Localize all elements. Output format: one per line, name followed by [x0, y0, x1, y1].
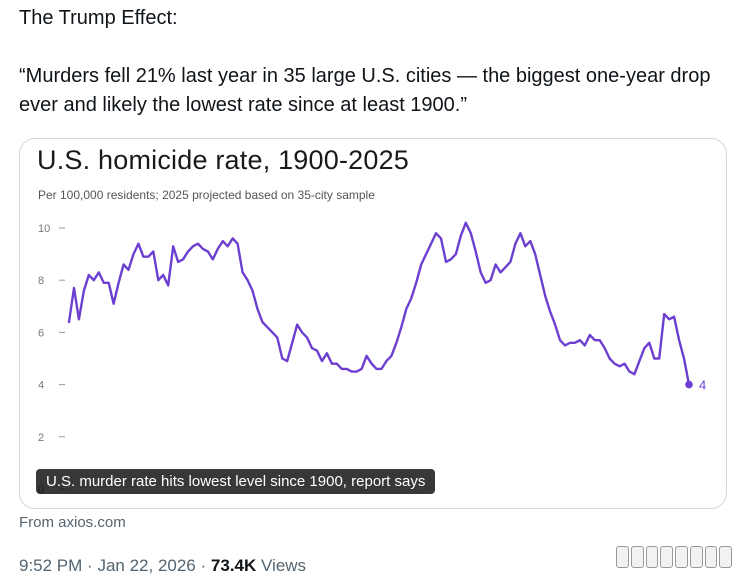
y-tick-label: 10 — [38, 223, 50, 235]
post-quote-text: “Murders fell 21% last year in 35 large … — [19, 65, 716, 116]
post-intro-text: The Trump Effect: — [19, 7, 178, 29]
meta-separator: · — [200, 556, 207, 575]
post-date[interactable]: Jan 22, 2026 — [97, 556, 196, 575]
y-tick-label: 4 — [38, 380, 44, 392]
end-point-marker — [685, 380, 693, 389]
chart-title: U.S. homicide rate, 1900-2025 — [37, 145, 410, 175]
chart-subtitle: Per 100,000 residents; 2025 projected ba… — [38, 188, 375, 202]
watermark-logo — [616, 546, 732, 568]
post-metadata: 9:52 PM · Jan 22, 2026 · 73.4K Views — [19, 556, 306, 576]
end-point-label: 4 — [699, 378, 706, 393]
views-label: Views — [261, 556, 307, 575]
post-time[interactable]: 9:52 PM — [19, 556, 83, 575]
card-headline[interactable]: U.S. murder rate hits lowest level since… — [36, 469, 436, 494]
link-preview-card[interactable]: 02468104 U.S. homicide rate, 1900-2025 P… — [19, 138, 727, 509]
y-tick-label: 2 — [38, 432, 44, 444]
meta-separator: · — [87, 556, 93, 575]
y-tick-label: 6 — [38, 327, 44, 339]
series-line-homicide-rate — [67, 221, 691, 386]
y-tick-label: 8 — [38, 275, 44, 287]
views-count: 73.4K — [210, 556, 257, 575]
link-source[interactable]: From axios.com — [19, 514, 126, 531]
